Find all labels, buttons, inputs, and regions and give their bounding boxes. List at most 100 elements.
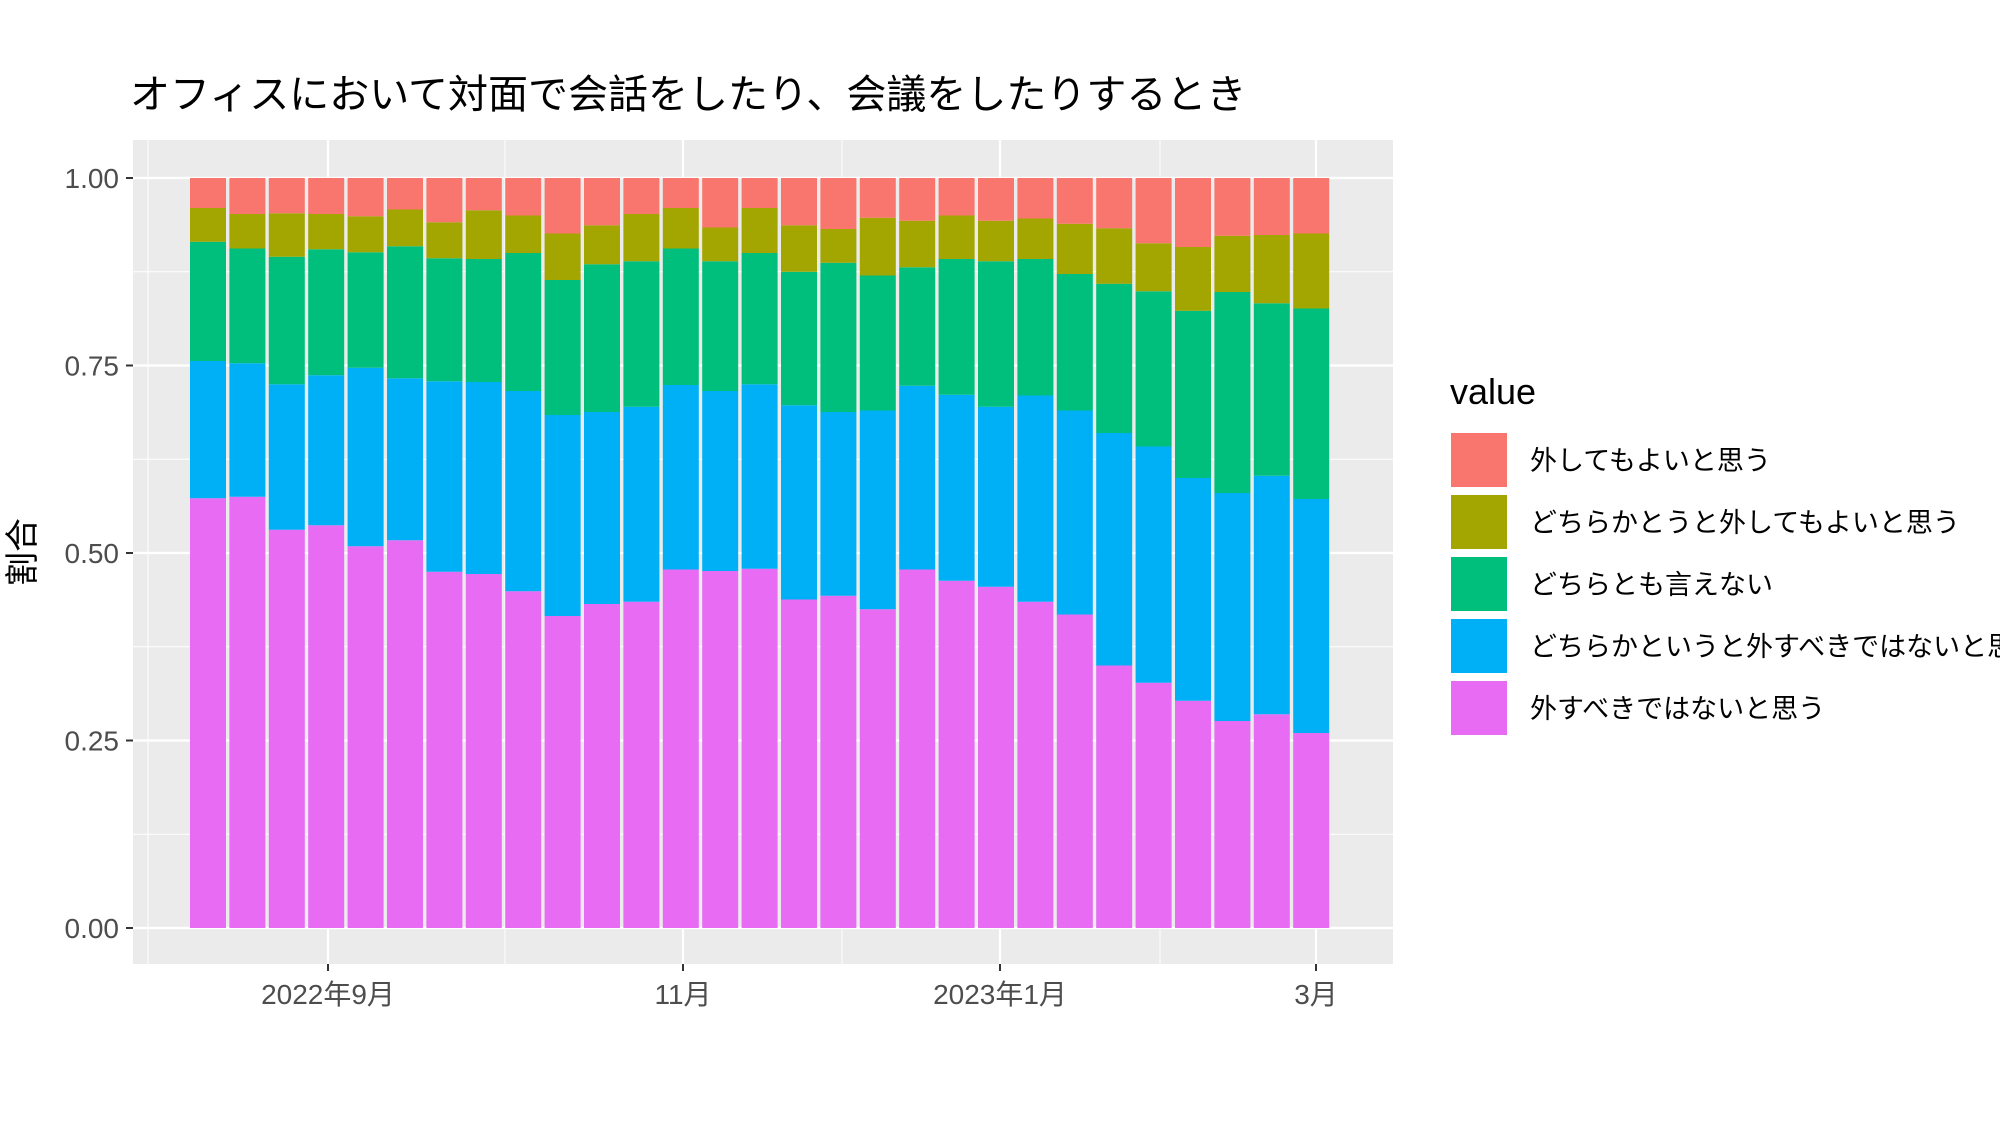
bar-segment-3: [190, 241, 226, 361]
bar-segment-4: [859, 217, 896, 276]
bar-segment-3: [1293, 308, 1330, 499]
bar-segment-4: [347, 216, 384, 253]
bar-segment-3: [702, 261, 739, 391]
bar-segment-5: [505, 178, 542, 216]
bar-segment-4: [899, 220, 936, 268]
legend: 外してもよいと思うどちらかとうと外してもよいと思うどちらとも言えないどちらかとい…: [1449, 431, 2000, 737]
bar-segment-2: [268, 384, 305, 530]
bar-segment-3: [781, 271, 817, 406]
bar-segment-1: [899, 569, 936, 928]
bar-segment-1: [1056, 614, 1093, 928]
bar-segment-3: [1017, 259, 1054, 396]
bar-segment-2: [465, 382, 502, 574]
bar-segment-2: [387, 378, 423, 541]
legend-label: 外すべきではないと思う: [1530, 694, 1825, 725]
bar-segment-1: [702, 571, 739, 928]
bar-segment-3: [1096, 283, 1133, 433]
bar-segment-1: [544, 616, 581, 928]
bar-segment-4: [584, 225, 620, 265]
bar-segment-3: [978, 261, 1014, 407]
bar-segment-2: [1253, 475, 1290, 715]
bar-segment-2: [859, 410, 896, 610]
bar-segment-2: [1214, 493, 1251, 721]
x-axis: 2022年9月 11月 2023年1月 3月: [261, 964, 1338, 1010]
bar-segment-5: [899, 178, 936, 221]
bar-segment-5: [741, 178, 778, 208]
bar-segment-3: [1175, 310, 1211, 478]
bar-segment-2: [1017, 395, 1054, 602]
bar-segment-3: [1253, 303, 1290, 476]
bar-segment-1: [268, 529, 305, 928]
bar-segment-5: [1253, 178, 1290, 235]
bar-segment-5: [1056, 178, 1093, 224]
bar-segment-1: [741, 568, 778, 928]
y-tick-label: 0.75: [65, 351, 120, 382]
bar-segment-4: [938, 215, 975, 259]
bar-segment-4: [426, 222, 463, 259]
bar-segment-4: [268, 213, 305, 257]
bar-segment-5: [623, 178, 660, 214]
bar-segment-4: [544, 233, 581, 280]
bar-segment-1: [1293, 733, 1330, 928]
bar-segment-1: [347, 546, 384, 928]
bar-segment-1: [781, 599, 817, 928]
legend-title: value: [1450, 371, 1536, 412]
bar-segment-1: [1175, 700, 1211, 928]
bar-segment-4: [820, 229, 857, 263]
bar-segment-4: [702, 227, 739, 262]
y-tick-label: 0.50: [65, 538, 120, 569]
bar-segment-3: [859, 275, 896, 411]
bar-segment-5: [1135, 178, 1172, 244]
x-tick-label: 3月: [1294, 979, 1338, 1010]
bar-segment-5: [1017, 178, 1054, 219]
legend-key: [1449, 555, 1509, 613]
bar-segment-4: [1214, 235, 1251, 292]
bar-segment-3: [505, 253, 542, 391]
bar-segment-5: [1293, 178, 1330, 234]
bar-segment-2: [978, 406, 1014, 587]
bar-segment-4: [1175, 247, 1211, 311]
bar-segment-2: [1096, 433, 1133, 666]
bar-segment-3: [347, 252, 384, 368]
legend-label: どちらかというと外すべきではないと思う: [1530, 632, 2000, 663]
bar-segment-4: [1056, 223, 1093, 274]
bar-segment-1: [623, 601, 660, 928]
bar-segment-5: [544, 178, 581, 234]
bar-segment-3: [741, 253, 778, 385]
bar-segment-2: [544, 415, 581, 616]
bar-segment-3: [544, 280, 581, 415]
bar-segment-4: [623, 214, 660, 262]
x-tick-label: 2023年1月: [933, 979, 1067, 1010]
bar-segment-2: [820, 412, 857, 596]
bar-segment-5: [426, 178, 463, 223]
bar-segment-3: [820, 262, 857, 412]
bars-layer: [190, 178, 1330, 928]
bar-segment-5: [268, 178, 305, 214]
bar-segment-3: [1135, 291, 1172, 447]
legend-key: [1449, 493, 1509, 551]
bar-segment-3: [584, 264, 620, 412]
legend-label: 外してもよいと思う: [1530, 446, 1771, 477]
bar-segment-5: [229, 178, 266, 214]
bar-segment-5: [702, 178, 739, 228]
x-tick-label: 2022年9月: [261, 979, 395, 1010]
bar-segment-2: [899, 385, 936, 570]
bar-segment-1: [1214, 721, 1251, 928]
bar-segment-3: [1056, 274, 1093, 411]
bar-segment-3: [465, 259, 502, 382]
bar-segment-1: [859, 609, 896, 928]
bar-segment-3: [387, 246, 423, 379]
bar-segment-5: [1214, 178, 1251, 236]
bar-segment-1: [426, 571, 463, 928]
bar-segment-2: [1293, 499, 1330, 733]
legend-key: [1449, 679, 1509, 737]
bar-segment-4: [308, 214, 345, 250]
bar-segment-4: [1017, 218, 1054, 259]
bar-segment-1: [938, 580, 975, 928]
bar-segment-5: [978, 178, 1014, 221]
bar-segment-1: [1253, 714, 1290, 928]
bar-segment-1: [387, 540, 423, 928]
bar-segment-2: [1135, 446, 1172, 683]
bar-segment-5: [465, 178, 502, 211]
